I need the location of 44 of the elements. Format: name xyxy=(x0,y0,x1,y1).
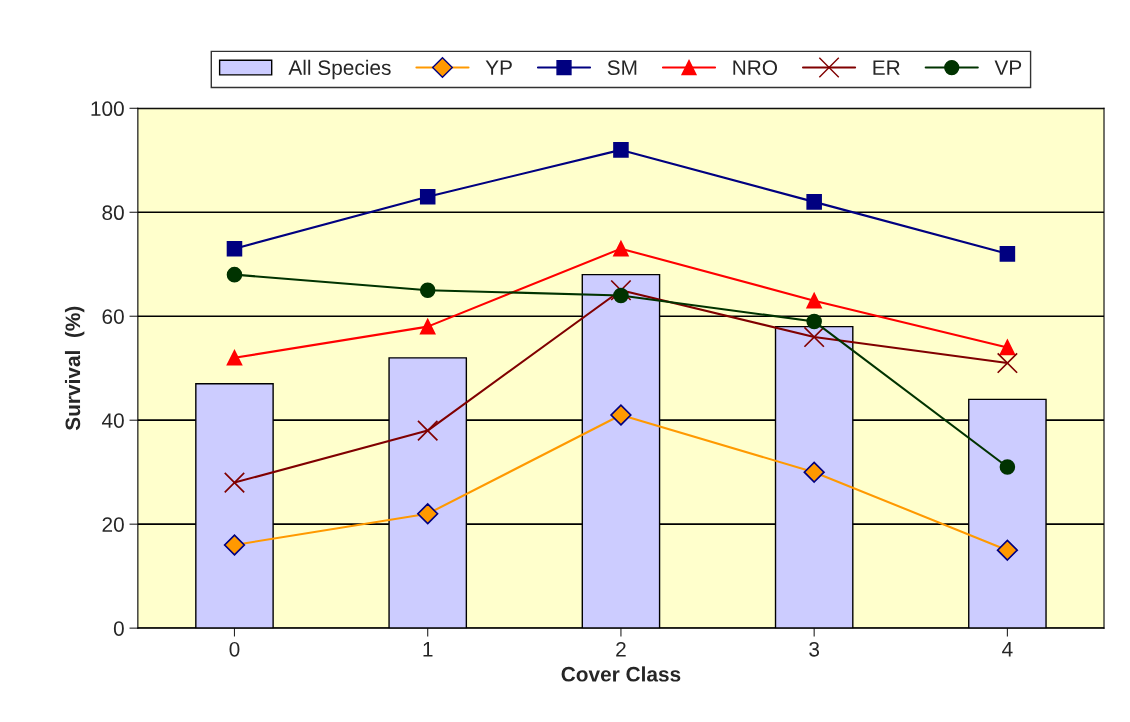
point xyxy=(999,459,1016,475)
x-tick-label: 0 xyxy=(229,641,240,657)
point xyxy=(613,287,629,304)
point xyxy=(226,266,243,283)
legend-label: NRO xyxy=(733,60,778,76)
point xyxy=(610,279,632,301)
y-tick-label: 0 xyxy=(113,621,124,636)
x-tick-label: 3 xyxy=(809,641,820,657)
point xyxy=(613,240,629,257)
point xyxy=(806,313,822,330)
point xyxy=(803,461,825,483)
point xyxy=(803,326,825,348)
y-tick-label: 80 xyxy=(102,205,124,221)
point xyxy=(613,142,629,158)
point xyxy=(226,350,243,366)
point xyxy=(419,188,436,205)
x-tick-label: 1 xyxy=(423,642,433,657)
point xyxy=(226,240,243,257)
point xyxy=(999,246,1016,262)
y-tick-label: 20 xyxy=(102,517,124,532)
x-axis-title: Cover Class xyxy=(561,666,681,682)
point xyxy=(223,472,246,494)
point xyxy=(996,352,1018,374)
y-tick-label: 100 xyxy=(91,101,124,117)
point xyxy=(223,534,246,556)
point xyxy=(419,282,436,299)
point xyxy=(417,420,439,442)
legend-label: VP xyxy=(994,60,1022,75)
x-tick-label: 2 xyxy=(616,641,626,657)
legend-label: YP xyxy=(485,60,512,75)
point xyxy=(999,339,1016,356)
x-tick-label: 4 xyxy=(1002,642,1013,657)
y-axis-title: Survival (%) xyxy=(64,306,85,431)
point xyxy=(417,503,439,525)
point xyxy=(806,194,822,210)
point xyxy=(996,539,1019,561)
point xyxy=(419,318,436,335)
point xyxy=(806,292,822,309)
legend-label: ER xyxy=(873,60,900,75)
y-tick-label: 60 xyxy=(102,309,124,324)
legend-label: SM xyxy=(607,60,637,76)
y-tick-label: 40 xyxy=(101,413,124,428)
legend-label: All Species xyxy=(288,59,391,80)
point xyxy=(610,404,632,426)
